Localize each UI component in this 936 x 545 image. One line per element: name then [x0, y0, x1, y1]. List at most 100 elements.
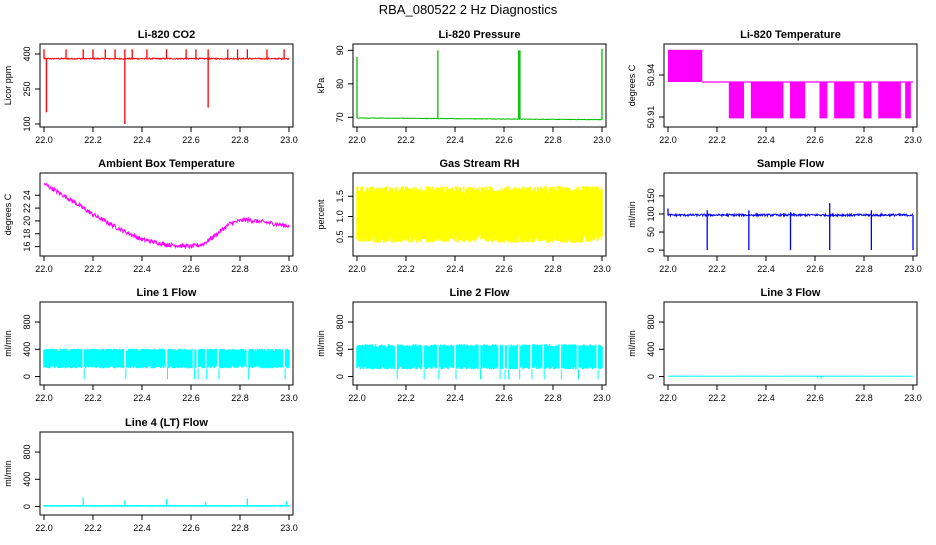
x-tick-label: 22.2 — [397, 135, 415, 145]
x-tick-label: 22.8 — [855, 135, 873, 145]
x-tick-label: 22.6 — [495, 264, 513, 274]
y-tick-label: 90 — [335, 45, 345, 55]
y-tick-label: 0 — [646, 374, 656, 379]
data-series — [44, 349, 289, 380]
y-tick-label: 800 — [22, 445, 32, 460]
plot-frame — [40, 173, 293, 256]
data-burst — [906, 82, 911, 118]
y-axis-label: ml/min — [627, 201, 637, 228]
panel-title: Li-820 Temperature — [740, 29, 841, 41]
x-tick-label: 22.0 — [35, 264, 53, 274]
x-tick-label: 22.8 — [231, 135, 249, 145]
x-tick-label: 22.4 — [133, 523, 151, 533]
data-series — [668, 203, 913, 250]
x-tick-label: 22.4 — [133, 264, 151, 274]
data-line — [357, 118, 602, 120]
x-tick-label: 23.0 — [280, 264, 298, 274]
x-tick-label: 23.0 — [593, 393, 611, 403]
y-tick-label: 0 — [22, 374, 32, 379]
data-burst — [729, 82, 743, 118]
y-axis-label: degrees C — [627, 64, 637, 106]
data-series — [357, 49, 602, 120]
panel-title: Line 2 Flow — [450, 287, 510, 299]
panel-title: Line 4 (LT) Flow — [125, 417, 208, 429]
data-burst — [791, 82, 805, 118]
y-tick-label: 70 — [335, 112, 345, 122]
x-tick-label: 23.0 — [280, 393, 298, 403]
x-tick-label: 22.0 — [659, 264, 677, 274]
plot-frame — [353, 44, 606, 127]
x-tick-label: 23.0 — [593, 264, 611, 274]
x-tick-label: 22.8 — [231, 393, 249, 403]
x-tick-label: 22.6 — [806, 135, 824, 145]
y-tick-label: 1.0 — [335, 210, 345, 223]
panel-title: Line 3 Flow — [761, 287, 821, 299]
x-tick-label: 22.6 — [182, 264, 200, 274]
x-tick-label: 22.4 — [446, 135, 464, 145]
x-tick-label: 23.0 — [904, 393, 922, 403]
y-tick-label: 400 — [22, 46, 32, 61]
y-axis-label: ml/min — [3, 460, 13, 487]
x-tick-label: 22.8 — [231, 264, 249, 274]
y-tick-label: 400 — [22, 472, 32, 487]
y-tick-label: 18 — [22, 229, 32, 239]
x-tick-label: 23.0 — [904, 135, 922, 145]
data-series — [357, 344, 602, 379]
y-tick-label: 800 — [335, 315, 345, 330]
x-tick-label: 22.8 — [855, 264, 873, 274]
data-band — [668, 50, 702, 82]
y-axis-label: ml/min — [3, 330, 13, 357]
y-tick-label: 1.5 — [335, 190, 345, 203]
x-tick-label: 22.0 — [348, 264, 366, 274]
x-tick-label: 23.0 — [280, 135, 298, 145]
x-tick-label: 22.2 — [708, 264, 726, 274]
x-tick-label: 23.0 — [593, 135, 611, 145]
x-tick-label: 22.0 — [35, 393, 53, 403]
panel-title: Li-820 Pressure — [439, 29, 521, 41]
x-tick-label: 22.8 — [544, 135, 562, 145]
y-axis-label: degrees C — [3, 193, 13, 235]
x-tick-label: 22.0 — [659, 135, 677, 145]
x-tick-label: 22.4 — [133, 135, 151, 145]
data-series — [668, 50, 913, 119]
x-tick-label: 22.6 — [806, 264, 824, 274]
y-tick-label: 50.91 — [646, 106, 656, 129]
data-burst — [835, 82, 855, 118]
x-tick-label: 22.2 — [708, 393, 726, 403]
y-tick-label: 20 — [22, 216, 32, 226]
x-tick-label: 22.6 — [495, 393, 513, 403]
x-tick-label: 22.0 — [348, 135, 366, 145]
panel-title: Gas Stream RH — [439, 158, 519, 170]
y-tick-label: 0 — [22, 504, 32, 509]
y-tick-label: 150 — [646, 188, 656, 203]
x-tick-label: 23.0 — [280, 523, 298, 533]
x-tick-label: 22.6 — [495, 135, 513, 145]
x-tick-label: 22.0 — [659, 393, 677, 403]
y-tick-label: 80 — [335, 79, 345, 89]
x-tick-label: 22.0 — [35, 523, 53, 533]
x-tick-label: 22.2 — [84, 393, 102, 403]
data-burst — [751, 82, 783, 118]
y-tick-label: 400 — [22, 342, 32, 357]
y-tick-label: 50 — [646, 227, 656, 237]
x-tick-label: 22.8 — [855, 393, 873, 403]
y-tick-label: 0.5 — [335, 231, 345, 244]
x-tick-label: 22.2 — [84, 523, 102, 533]
data-series — [44, 49, 289, 124]
panel-title: Ambient Box Temperature — [98, 158, 235, 170]
y-tick-label: 0 — [646, 248, 656, 253]
data-series — [44, 498, 289, 507]
y-tick-label: 800 — [22, 315, 32, 330]
